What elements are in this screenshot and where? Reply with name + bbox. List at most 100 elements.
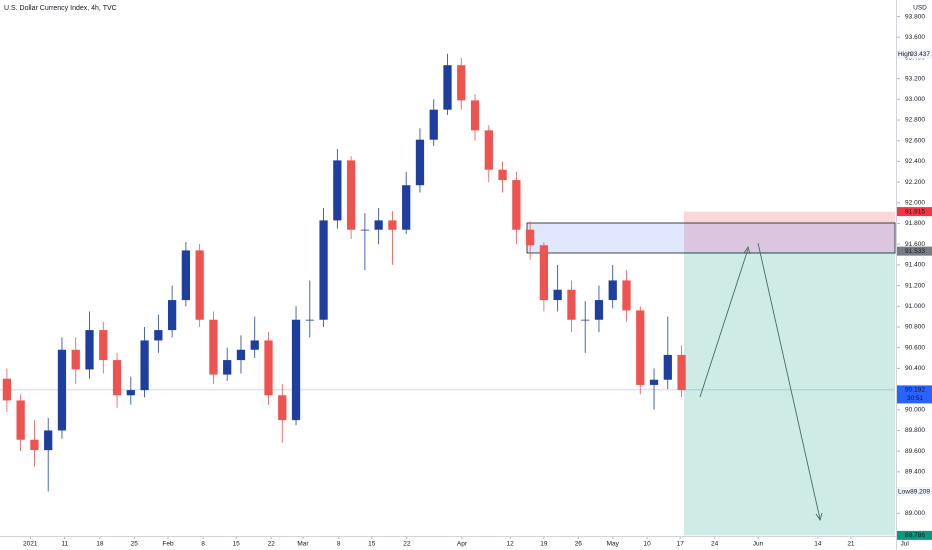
candle-body bbox=[663, 354, 672, 380]
y-tick-label: 90.800 bbox=[905, 324, 925, 331]
x-tick-label: 2021 bbox=[23, 541, 38, 548]
candle-body bbox=[539, 245, 549, 301]
x-tick-label: Apr bbox=[457, 541, 468, 548]
candle-body bbox=[278, 395, 287, 421]
x-tick-label: 10 bbox=[644, 541, 652, 548]
candle-body bbox=[525, 229, 535, 246]
y-tick-label: 92.600 bbox=[905, 137, 925, 144]
candle-body bbox=[195, 250, 204, 320]
candle-body bbox=[649, 379, 659, 385]
x-tick-label: 11 bbox=[61, 541, 68, 548]
price-tag-bg bbox=[897, 246, 932, 256]
y-tick-label: 92.000 bbox=[905, 200, 925, 207]
candle-body bbox=[99, 330, 108, 361]
price-tag-value: 91.533 bbox=[905, 248, 925, 255]
price-tag-value: 90.192 bbox=[905, 387, 925, 394]
candle-body bbox=[622, 280, 631, 311]
candle-body bbox=[512, 180, 521, 230]
price-tag-label: Low bbox=[898, 488, 910, 495]
price-tag-countdown: 30:51 bbox=[907, 395, 924, 402]
x-tick-label: 24 bbox=[711, 541, 719, 548]
x-tick-label: 12 bbox=[507, 541, 515, 548]
candle-body bbox=[346, 160, 356, 230]
x-tick-label: 25 bbox=[131, 541, 139, 548]
candle-body bbox=[608, 280, 617, 301]
target-zone bbox=[684, 251, 895, 536]
currency-label: USD bbox=[913, 5, 927, 12]
x-tick-label: 15 bbox=[368, 541, 376, 548]
arrow-up bbox=[699, 248, 749, 398]
candle-body bbox=[112, 360, 122, 396]
price-axis-bg bbox=[897, 0, 932, 550]
price-tag-value: 93.437 bbox=[910, 51, 930, 58]
candle-body bbox=[2, 378, 12, 401]
supply-zone bbox=[526, 222, 896, 254]
candle-body bbox=[360, 229, 370, 231]
candle-body bbox=[154, 330, 163, 341]
y-tick-label: 92.800 bbox=[905, 117, 925, 124]
y-tick-label: 89.600 bbox=[905, 448, 925, 455]
x-tick-label: 18 bbox=[96, 541, 104, 548]
candle-body bbox=[126, 390, 135, 396]
candle-body bbox=[498, 169, 507, 181]
price-tag-label: High bbox=[898, 51, 912, 58]
price-tag-value: 89.209 bbox=[910, 488, 930, 495]
candle-body bbox=[443, 65, 452, 110]
arrow-down bbox=[757, 242, 821, 520]
candle-body bbox=[429, 109, 438, 140]
y-tick-label: 91.200 bbox=[905, 282, 925, 289]
price-tag-bg bbox=[897, 49, 932, 59]
candle-body bbox=[636, 310, 645, 385]
y-tick-label: 89.000 bbox=[905, 510, 925, 517]
x-tick-label: May bbox=[607, 541, 620, 548]
x-tick-label: Feb bbox=[162, 541, 174, 548]
y-tick-label: 93.600 bbox=[905, 34, 925, 41]
candles bbox=[2, 53, 686, 492]
arrow-head bbox=[815, 512, 823, 522]
y-tick-label: 90.600 bbox=[905, 344, 925, 351]
candle-body bbox=[140, 340, 149, 391]
candle-body bbox=[264, 340, 273, 396]
x-tick-label: 21 bbox=[847, 541, 855, 548]
candle-body bbox=[677, 354, 686, 391]
x-tick-label: Jul bbox=[900, 541, 909, 548]
candle-body bbox=[581, 319, 590, 321]
y-tick-label: 90.400 bbox=[905, 365, 925, 372]
candle-body bbox=[374, 220, 383, 230]
x-tick-label: 26 bbox=[575, 541, 583, 548]
x-tick-label: 22 bbox=[268, 541, 276, 548]
candle-body bbox=[333, 160, 342, 221]
projection-arrows bbox=[699, 242, 823, 522]
candle-body bbox=[71, 349, 80, 370]
y-tick-label: 91.600 bbox=[905, 241, 925, 248]
candle-body bbox=[470, 100, 480, 131]
candle-body bbox=[457, 65, 466, 101]
candle-body bbox=[415, 139, 425, 186]
price-tag-bg bbox=[897, 530, 932, 540]
candle-body bbox=[181, 250, 191, 301]
x-tick-label: 15 bbox=[233, 541, 241, 548]
y-tick-label: 90.000 bbox=[905, 406, 925, 413]
x-tick-label: 8 bbox=[201, 541, 205, 548]
candle-body bbox=[388, 220, 397, 230]
y-tick-label: 92.200 bbox=[905, 179, 925, 186]
candle-body bbox=[553, 289, 562, 301]
x-tick-label: Jun bbox=[753, 541, 764, 548]
candle-body bbox=[57, 349, 67, 431]
y-tick-label: 92.400 bbox=[905, 158, 925, 165]
stop-zone bbox=[684, 211, 895, 252]
price-tag-value: 91.915 bbox=[905, 208, 925, 215]
candle-body bbox=[85, 330, 94, 370]
y-tick-label: 91.400 bbox=[905, 262, 925, 269]
candle-body bbox=[250, 340, 259, 350]
y-tick-label: 91.000 bbox=[905, 303, 925, 310]
candle-body bbox=[594, 300, 604, 320]
zones bbox=[0, 211, 895, 536]
candle-body bbox=[236, 349, 246, 361]
candle-body bbox=[30, 439, 39, 451]
price-tag-bg bbox=[897, 207, 932, 217]
candle-body bbox=[305, 319, 314, 321]
x-tick-label: 17 bbox=[677, 541, 685, 548]
